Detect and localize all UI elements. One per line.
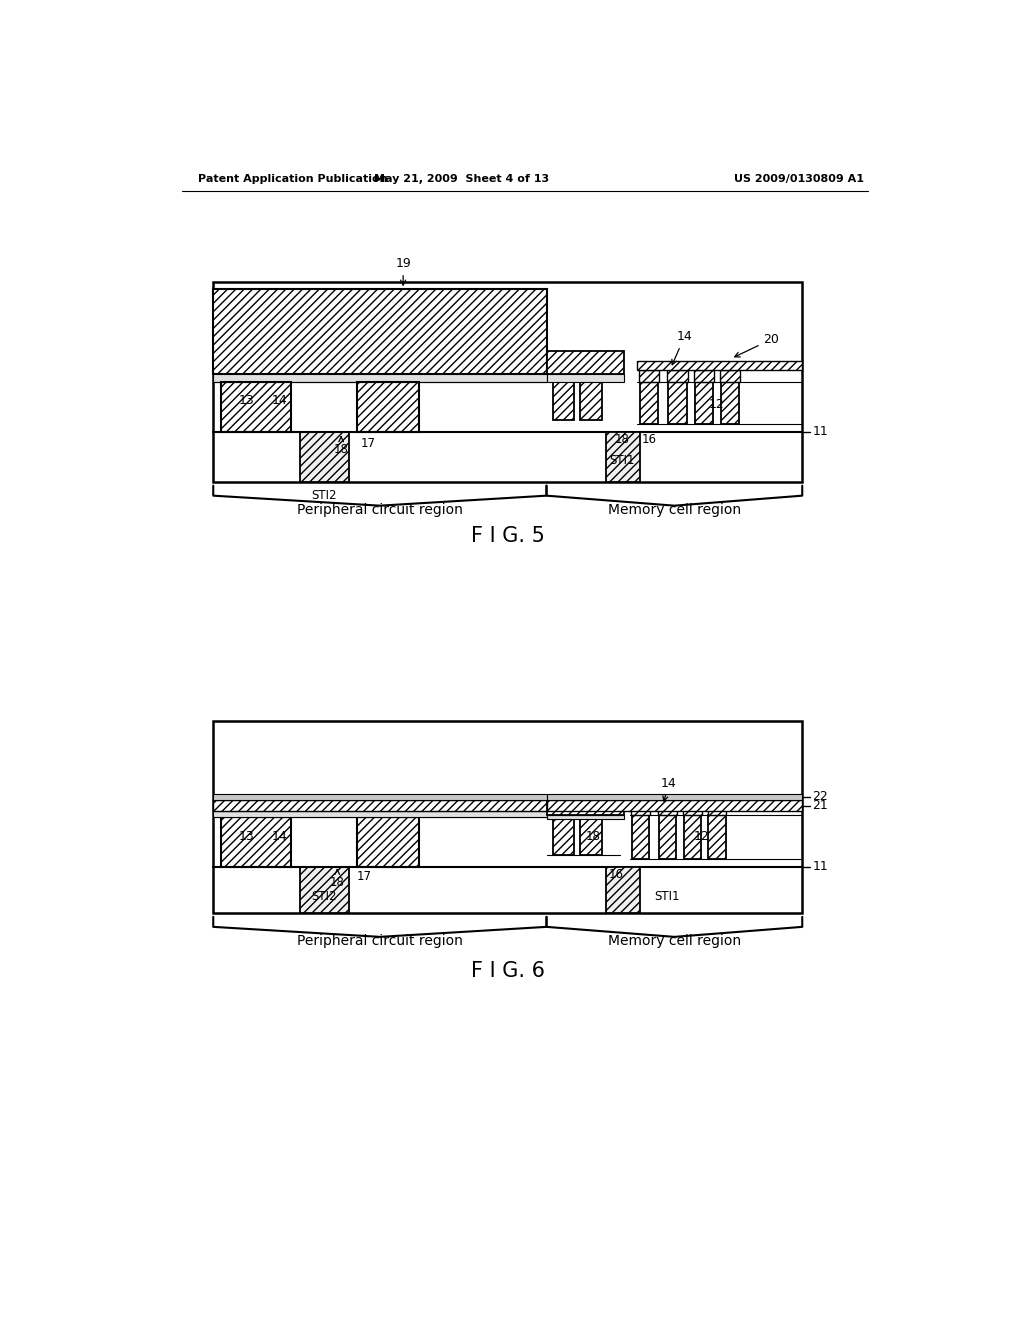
Text: F I G. 6: F I G. 6 — [471, 961, 545, 981]
Bar — [606, 432, 640, 482]
Bar — [547, 793, 802, 800]
Bar — [213, 721, 802, 913]
Text: 14: 14 — [271, 829, 287, 842]
Text: 18: 18 — [615, 433, 630, 446]
Text: F I G. 5: F I G. 5 — [471, 525, 545, 545]
Text: Memory cell region: Memory cell region — [608, 935, 741, 949]
Bar — [547, 374, 624, 381]
Bar — [213, 800, 547, 812]
Bar — [668, 370, 687, 381]
Bar — [720, 370, 740, 381]
Text: 16: 16 — [641, 433, 656, 446]
Bar — [606, 867, 640, 913]
Text: 18: 18 — [334, 437, 348, 457]
Bar — [221, 381, 291, 432]
Bar — [637, 360, 802, 370]
Text: STI1: STI1 — [654, 890, 679, 903]
Bar — [631, 805, 649, 816]
Bar — [213, 812, 547, 817]
Text: 14: 14 — [662, 776, 677, 801]
Bar — [708, 805, 726, 816]
Text: Memory cell region: Memory cell region — [608, 503, 741, 517]
Bar — [684, 816, 700, 859]
Text: 17: 17 — [360, 437, 376, 450]
Text: US 2009/0130809 A1: US 2009/0130809 A1 — [734, 174, 864, 185]
Text: 13: 13 — [239, 395, 254, 408]
Bar — [658, 805, 677, 816]
Text: 11: 11 — [812, 425, 828, 438]
Bar — [669, 381, 687, 424]
Text: 12: 12 — [693, 829, 710, 842]
Bar — [639, 370, 658, 381]
Bar — [356, 381, 419, 432]
Bar — [693, 370, 714, 381]
Bar — [356, 817, 419, 867]
Text: 14: 14 — [271, 395, 287, 408]
Bar — [694, 381, 713, 424]
Text: 22: 22 — [812, 791, 828, 804]
Text: 18: 18 — [586, 829, 600, 842]
Bar — [547, 800, 802, 812]
Bar — [221, 817, 291, 867]
Bar — [721, 381, 739, 424]
Bar — [709, 816, 726, 859]
Bar — [640, 381, 658, 424]
Bar — [683, 805, 701, 816]
Bar — [632, 816, 649, 859]
Bar — [547, 351, 624, 374]
Bar — [580, 374, 601, 420]
Text: STI2: STI2 — [311, 890, 337, 903]
Bar — [213, 374, 547, 381]
Text: STI1: STI1 — [609, 454, 635, 467]
Text: Peripheral circuit region: Peripheral circuit region — [297, 503, 463, 517]
Bar — [300, 867, 349, 913]
Text: 12: 12 — [710, 399, 725, 412]
Text: Peripheral circuit region: Peripheral circuit region — [297, 935, 463, 949]
Bar — [213, 281, 802, 482]
Bar — [213, 289, 547, 374]
Text: 16: 16 — [608, 869, 624, 880]
Text: 13: 13 — [239, 829, 254, 842]
Bar — [547, 800, 624, 816]
Bar — [553, 816, 574, 855]
Text: Patent Application Publication: Patent Application Publication — [198, 174, 387, 185]
Bar — [547, 816, 624, 818]
Text: 18: 18 — [330, 870, 345, 890]
Text: 11: 11 — [812, 861, 828, 874]
Text: 17: 17 — [357, 870, 372, 883]
Text: 14: 14 — [672, 330, 692, 364]
Bar — [658, 816, 676, 859]
Bar — [300, 432, 349, 482]
Text: 20: 20 — [734, 333, 779, 356]
Bar — [213, 793, 547, 800]
Text: 19: 19 — [395, 257, 411, 285]
Bar — [580, 816, 601, 855]
Text: May 21, 2009  Sheet 4 of 13: May 21, 2009 Sheet 4 of 13 — [374, 174, 549, 185]
Text: STI2: STI2 — [311, 490, 337, 502]
Text: 21: 21 — [812, 800, 828, 813]
Bar — [553, 374, 574, 420]
